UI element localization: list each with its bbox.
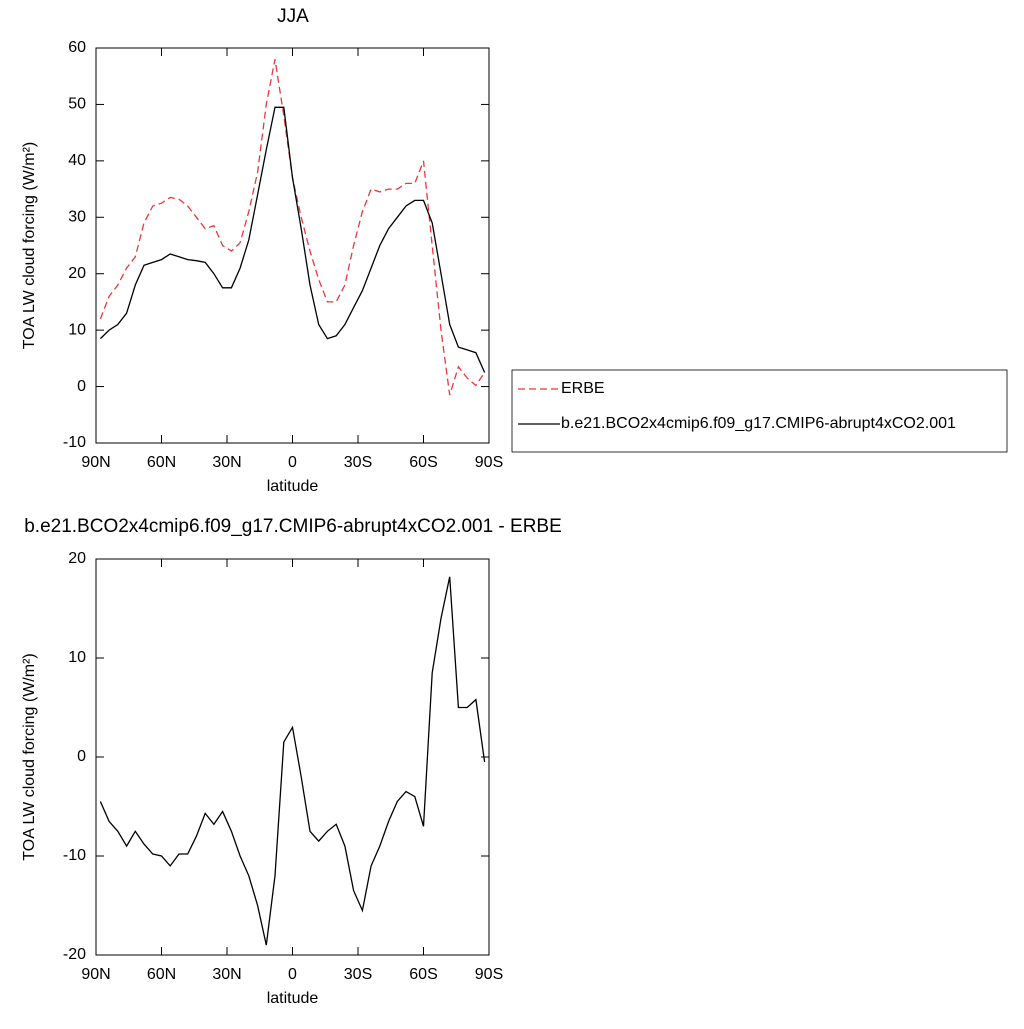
x-tick-label: 90N [81,966,110,983]
x-tick-label: 90N [81,454,110,471]
y-tick-label: 0 [77,378,86,395]
plot-frame [95,47,490,444]
y-tick-label: 50 [68,96,86,113]
x-tick-label: 30N [212,966,241,983]
x-tick-label: 60N [147,454,176,471]
plot-frame [95,558,490,956]
series-line [99,576,486,946]
legend-label: ERBE [561,380,605,397]
chart-title: b.e21.BCO2x4cmip6.f09_g17.CMIP6-abrupt4x… [24,516,562,537]
x-tick-label: 60S [409,454,437,471]
x-tick-label: 30S [344,454,372,471]
x-tick-label: 60S [409,966,437,983]
chart-title: JJA [277,6,309,27]
y-tick-label: -20 [63,946,86,963]
y-tick-label: 10 [68,321,86,338]
x-tick-label: 30S [344,966,372,983]
x-tick-label: 0 [288,454,297,471]
x-axis-label: latitude [267,478,319,495]
y-tick-label: 0 [77,748,86,765]
y-tick-label: 40 [68,152,86,169]
x-tick-label: 90S [475,454,503,471]
y-tick-label: -10 [63,434,86,451]
y-tick-label: 30 [68,209,86,226]
y-tick-label: 60 [68,39,86,56]
y-tick-label: 20 [68,550,86,567]
x-tick-label: 60N [147,966,176,983]
y-axis-label: TOA LW cloud forcing (W/m²) [21,142,38,349]
y-tick-label: 20 [68,265,86,282]
y-tick-label: -10 [63,847,86,864]
x-tick-label: 30N [212,454,241,471]
legend-label: b.e21.BCO2x4cmip6.f09_g17.CMIP6-abrupt4x… [561,415,956,432]
x-axis-label: latitude [267,990,319,1007]
x-tick-label: 90S [475,966,503,983]
x-tick-label: 0 [288,966,297,983]
series-line [99,59,486,396]
y-tick-label: 10 [68,649,86,666]
y-axis-label: TOA LW cloud forcing (W/m²) [21,653,38,860]
legend-box [511,369,1008,453]
series-line [99,106,486,373]
